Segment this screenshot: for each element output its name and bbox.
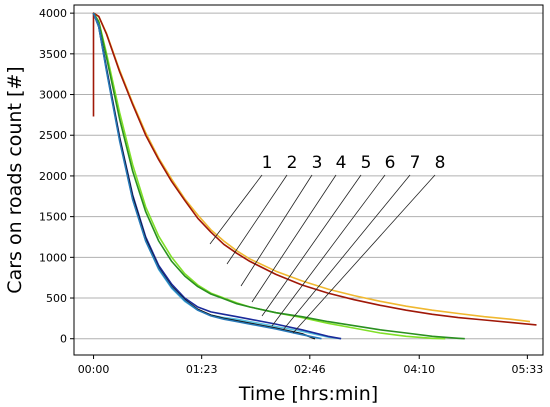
callout-leader-5	[261, 174, 362, 317]
callout-label-1: 1	[262, 153, 273, 173]
y-tick-label: 2000	[39, 170, 67, 183]
y-tick-label: 1000	[39, 251, 67, 264]
y-tick-label: 4000	[39, 7, 67, 20]
y-tick-label: 3500	[39, 48, 67, 61]
callout-leader-2	[226, 174, 288, 265]
plot-frame	[73, 4, 544, 356]
callout-label-3: 3	[312, 153, 323, 173]
x-tick-label: 02:46	[294, 363, 326, 376]
y-axis-title: Cars on roads count [#]	[4, 66, 26, 293]
callout-label-6: 6	[385, 153, 396, 173]
callout-leader-8	[292, 174, 436, 334]
callout-label-2: 2	[287, 153, 298, 173]
series-lines	[92, 12, 537, 340]
callout-leader-1	[209, 174, 263, 245]
x-tick-label: 01:23	[186, 363, 218, 376]
callout-label-7: 7	[410, 153, 421, 173]
y-tick-label: 500	[46, 292, 67, 305]
series-line-2	[92, 12, 537, 326]
series-line-8	[92, 12, 322, 340]
y-tick-label: 1500	[39, 211, 67, 224]
grid-lines	[74, 12, 543, 340]
callout-leader-4	[251, 174, 337, 303]
y-tick-label: 0	[60, 333, 67, 346]
callout-leader-6	[271, 174, 386, 327]
callout-label-8: 8	[435, 153, 446, 173]
y-tick-label: 2500	[39, 129, 67, 142]
callout-label-4: 4	[336, 153, 347, 173]
y-tick-label: 3000	[39, 89, 67, 102]
axis-ticks: 0 500 1000 1500 2000 2500 3000 3500 4000 00:00 01:…	[39, 7, 543, 376]
callout-label-5: 5	[361, 153, 372, 173]
x-tick-label: 00:00	[78, 363, 110, 376]
x-tick-label: 04:10	[403, 363, 435, 376]
callout-leader-7	[282, 174, 411, 331]
callout-leader-3	[240, 174, 313, 287]
x-tick-label: 05:33	[512, 363, 544, 376]
series-line-4	[92, 12, 465, 340]
x-axis-title: Time [hrs:min]	[238, 383, 378, 405]
